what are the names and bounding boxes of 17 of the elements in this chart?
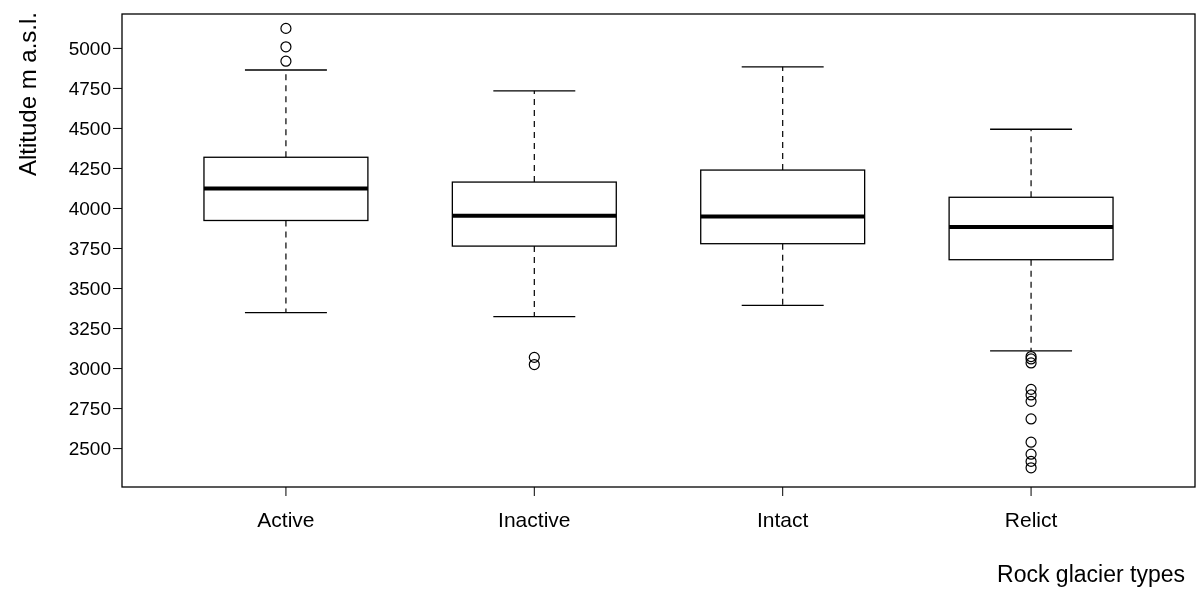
y-tick-label: 3500 [68,278,111,300]
x-tick-label: Intact [757,507,809,531]
x-tick-label: Inactive [498,507,571,531]
y-axis-title: Altitude m a.s.l. [14,12,41,177]
y-tick-label: 3250 [68,318,111,340]
y-tick-label: 4500 [68,118,111,140]
y-tick-label: 2750 [68,398,111,420]
y-tick-label: 4750 [68,78,111,100]
x-tick-label: Relict [1004,507,1058,531]
y-tick-label: 4000 [68,198,111,220]
x-axis-title: Rock glacier types [997,561,1185,587]
y-tick-label: 4250 [68,158,111,180]
y-tick-label: 5000 [68,38,111,60]
y-tick-label: 3000 [68,358,111,380]
y-tick-label: 3750 [68,238,111,260]
y-tick-label: 2500 [68,438,111,460]
x-tick-label: Active [257,507,315,531]
